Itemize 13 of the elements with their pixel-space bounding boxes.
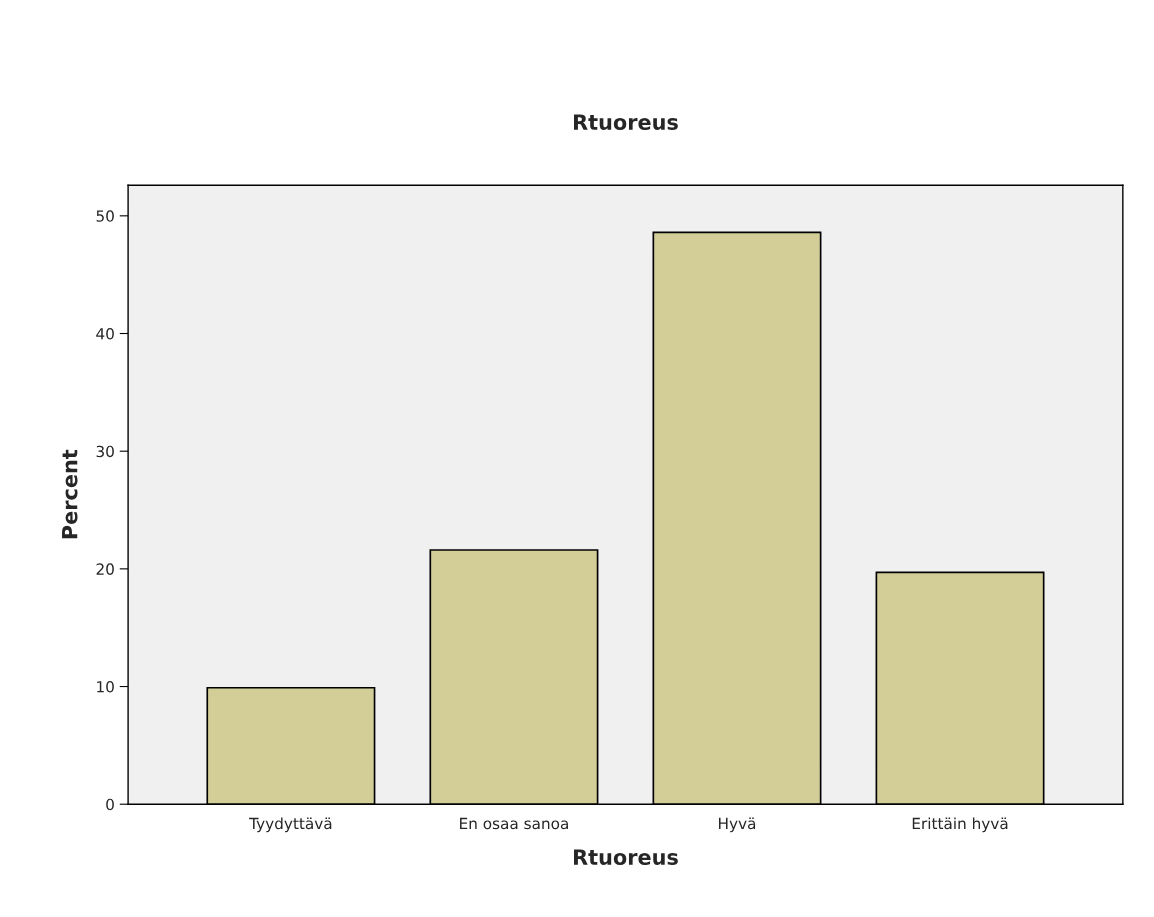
y-tick-label: 30 <box>96 445 114 458</box>
y-tick-label: 50 <box>96 210 114 222</box>
x-tick-label: Erittäin hyvä <box>912 817 1008 833</box>
y-axis-title: Percent <box>62 449 78 539</box>
y-tick-label: 40 <box>96 327 114 340</box>
chart-title: Rtuoreus <box>573 114 678 130</box>
x-tick-label: Tyydyttävä <box>249 817 332 833</box>
x-axis-title: Rtuoreus <box>573 849 678 865</box>
x-tick-label: Hyvä <box>719 817 756 833</box>
y-tick-label: 20 <box>96 563 114 575</box>
y-tick-label: 10 <box>97 681 114 693</box>
y-tick-label: 0 <box>106 798 114 811</box>
x-tick-label: En osaa sanoa <box>460 817 568 830</box>
